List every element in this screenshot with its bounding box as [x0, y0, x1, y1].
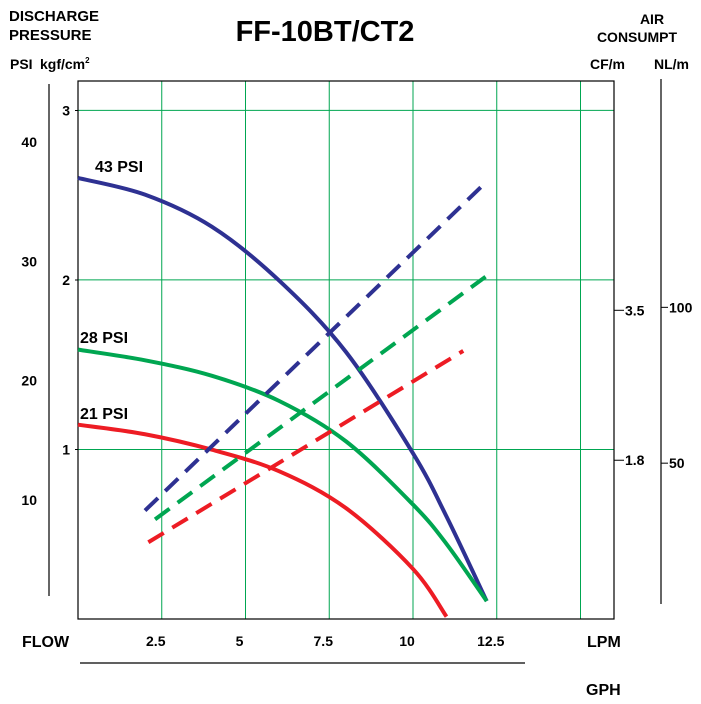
left-title-line1: DISCHARGE	[9, 8, 99, 25]
lpm-tick-label: 12.5	[477, 633, 504, 649]
annotation-28-psi: 28 PSI	[80, 330, 128, 347]
kgf-tick-label: 2	[62, 272, 70, 288]
lpm-tick-label: 7.5	[314, 633, 334, 649]
right-title-line2: CONSUMPT	[597, 29, 678, 45]
psi-tick-label: 40	[21, 134, 37, 150]
nlm-tick-label: 100	[669, 299, 693, 315]
kgf-tick-label: 1	[62, 441, 70, 457]
annotation-43-psi: 43 PSI	[95, 159, 143, 176]
air-consumption-line-21-psi	[147, 349, 465, 544]
cfm-tick-label: 3.5	[625, 302, 645, 318]
discharge-curve-43-psi	[77, 176, 489, 602]
psi-tick-label: 10	[21, 492, 37, 508]
kgf-tick-labels: 1 2 3	[62, 102, 78, 457]
cfm-tick-label: 1.8	[625, 452, 645, 468]
lpm-unit-label: LPM	[587, 634, 621, 651]
nlm-tick-label: 50	[669, 455, 685, 471]
air-consumption-line-43-psi	[143, 180, 489, 512]
right-title-line1: AIR	[640, 11, 664, 27]
lpm-tick-label: 10	[399, 633, 415, 649]
flow-axis-label: FLOW	[22, 634, 70, 651]
gph-unit-label: GPH	[586, 682, 621, 699]
left-title-line2: PRESSURE	[9, 27, 92, 44]
psi-unit-label: PSI	[10, 56, 33, 72]
annotation-21-psi: 21 PSI	[80, 406, 128, 423]
psi-tick-label: 20	[21, 373, 37, 389]
discharge-curve-28-psi	[77, 347, 489, 603]
kgf-tick-label: 3	[62, 102, 70, 118]
psi-tick-label: 30	[21, 253, 37, 269]
chart-title: FF-10BT/CT2	[236, 16, 415, 48]
plot-grid	[78, 81, 614, 619]
lpm-tick-labels: 2.5 5 7.5 10 12.5	[146, 633, 505, 649]
lpm-tick-label: 2.5	[146, 633, 166, 649]
kgf-unit-label: kgf/cm2	[40, 56, 90, 72]
discharge-curve-21-psi	[77, 422, 449, 618]
series-layer	[77, 176, 489, 618]
cfm-unit-label: CF/m	[590, 56, 625, 72]
nlm-tick-labels: 50 100	[661, 299, 693, 471]
lpm-tick-label: 5	[236, 633, 244, 649]
air-consumption-line-28-psi	[153, 274, 488, 521]
cfm-tick-labels: 1.8 3.5	[614, 302, 645, 468]
nlm-unit-label: NL/m	[654, 56, 689, 72]
psi-tick-labels: 10 20 30 40	[21, 134, 37, 508]
